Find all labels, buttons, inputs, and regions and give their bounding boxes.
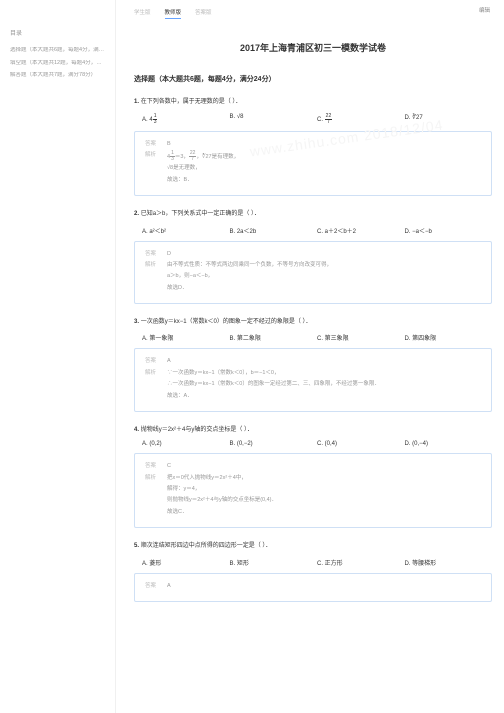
- edit-link[interactable]: 编辑: [479, 6, 490, 14]
- q4-options: A. (0,2) B. (0,−2) C. (0,4) D. (0,−4): [134, 441, 492, 447]
- q2-opt-b[interactable]: B. 2a＜2b: [230, 226, 318, 235]
- tab-student[interactable]: 学生版: [134, 6, 151, 19]
- question-4: 4. 抛物线y＝2x²＋4与y轴的交点坐标是（ ）． A. (0,2) B. (…: [134, 426, 492, 528]
- q2-opt-d[interactable]: D. −a＜−b: [405, 226, 493, 235]
- q5-opt-b[interactable]: B. 矩形: [230, 558, 318, 567]
- q5-opt-a[interactable]: A. 菱形: [142, 558, 230, 567]
- q5-solution: 答案A: [134, 573, 492, 602]
- q1-opt-a[interactable]: A. 413: [142, 114, 230, 125]
- q1-opt-d[interactable]: D. ∛27: [405, 114, 493, 125]
- q5-stem: 5. 顺次连结矩形四边中点所得的四边形一定是（ ）．: [134, 542, 492, 552]
- q3-opt-c[interactable]: C. 第三象限: [317, 333, 405, 342]
- q1-stem: 1. 在下列各数中，属于无理数的是（ ）．: [134, 98, 492, 108]
- q3-options: A. 第一象限 B. 第二象限 C. 第三象限 D. 第四象限: [134, 333, 492, 342]
- q4-opt-a[interactable]: A. (0,2): [142, 441, 230, 447]
- question-1: 1. 在下列各数中，属于无理数的是（ ）． A. 413 B. √8 C. 22…: [134, 98, 492, 196]
- q2-opt-a[interactable]: A. a²＜b²: [142, 226, 230, 235]
- q3-opt-a[interactable]: A. 第一象限: [142, 333, 230, 342]
- q4-opt-d[interactable]: D. (0,−4): [405, 441, 493, 447]
- q2-stem: 2. 已知a＞b，下列关系式中一定正确的是（ ）．: [134, 210, 492, 220]
- q5-opt-c[interactable]: C. 正方形: [317, 558, 405, 567]
- main-content: 学生版 教师版 答案版 编辑 www.zhihu.com 2018/12/04 …: [115, 0, 504, 713]
- q1-opt-b[interactable]: B. √8: [230, 114, 318, 125]
- tab-bar: 学生版 教师版 答案版: [134, 0, 492, 23]
- q3-opt-b[interactable]: B. 第二象限: [230, 333, 318, 342]
- toc-title: 目录: [10, 28, 107, 37]
- q4-opt-c[interactable]: C. (0,4): [317, 441, 405, 447]
- tab-teacher[interactable]: 教师版: [165, 6, 182, 19]
- q1-options: A. 413 B. √8 C. 227 D. ∛27: [134, 114, 492, 125]
- q2-options: A. a²＜b² B. 2a＜2b C. a＋2＜b＋2 D. −a＜−b: [134, 226, 492, 235]
- q4-opt-b[interactable]: B. (0,−2): [230, 441, 318, 447]
- toc-item[interactable]: 填空题（本大题共12题，每题4分，满分…: [10, 60, 107, 68]
- tab-answer[interactable]: 答案版: [195, 6, 212, 19]
- toc-item[interactable]: 解答题（本大题共7题，满分78分）: [10, 72, 107, 80]
- sidebar: 目录 选择题（本大题共6题，每题4分，满分2… 填空题（本大题共12题，每题4分…: [0, 0, 115, 713]
- q3-opt-d[interactable]: D. 第四象限: [405, 333, 493, 342]
- q3-solution: 答案A 解析∵一次函数y＝kx−1（常数k＜0），b＝−1＜0， ∴一次函数y＝…: [134, 348, 492, 411]
- q3-stem: 3. 一次函数y＝kx−1（常数k＜0）的图象一定不经过的象限是（ ）．: [134, 318, 492, 328]
- q5-options: A. 菱形 B. 矩形 C. 正方形 D. 等腰梯形: [134, 558, 492, 567]
- question-2: 2. 已知a＞b，下列关系式中一定正确的是（ ）． A. a²＜b² B. 2a…: [134, 210, 492, 304]
- q4-stem: 4. 抛物线y＝2x²＋4与y轴的交点坐标是（ ）．: [134, 426, 492, 436]
- q2-opt-c[interactable]: C. a＋2＜b＋2: [317, 226, 405, 235]
- toc-item[interactable]: 选择题（本大题共6题，每题4分，满分2…: [10, 47, 107, 55]
- q2-solution: 答案D 解析由不等式性质：不等式两边同乘同一个负数，不等号方向改变可得， a＞b…: [134, 241, 492, 304]
- q4-solution: 答案C 解析把x＝0代入抛物线y＝2x²＋4中， 解得：y＝4， 则抛物线y＝2…: [134, 453, 492, 528]
- question-3: 3. 一次函数y＝kx−1（常数k＜0）的图象一定不经过的象限是（ ）． A. …: [134, 318, 492, 412]
- question-5: 5. 顺次连结矩形四边中点所得的四边形一定是（ ）． A. 菱形 B. 矩形 C…: [134, 542, 492, 602]
- q1-solution: 答案B 解析413＝3，227，∛27是有理数， √8是无理数， 故选：B．: [134, 131, 492, 196]
- page-title: 2017年上海青浦区初三一模数学试卷: [134, 41, 492, 54]
- q1-opt-c[interactable]: C. 227: [317, 114, 405, 125]
- q5-opt-d[interactable]: D. 等腰梯形: [405, 558, 493, 567]
- section-header: 选择题（本大题共6题，每题4分，满分24分）: [134, 74, 492, 84]
